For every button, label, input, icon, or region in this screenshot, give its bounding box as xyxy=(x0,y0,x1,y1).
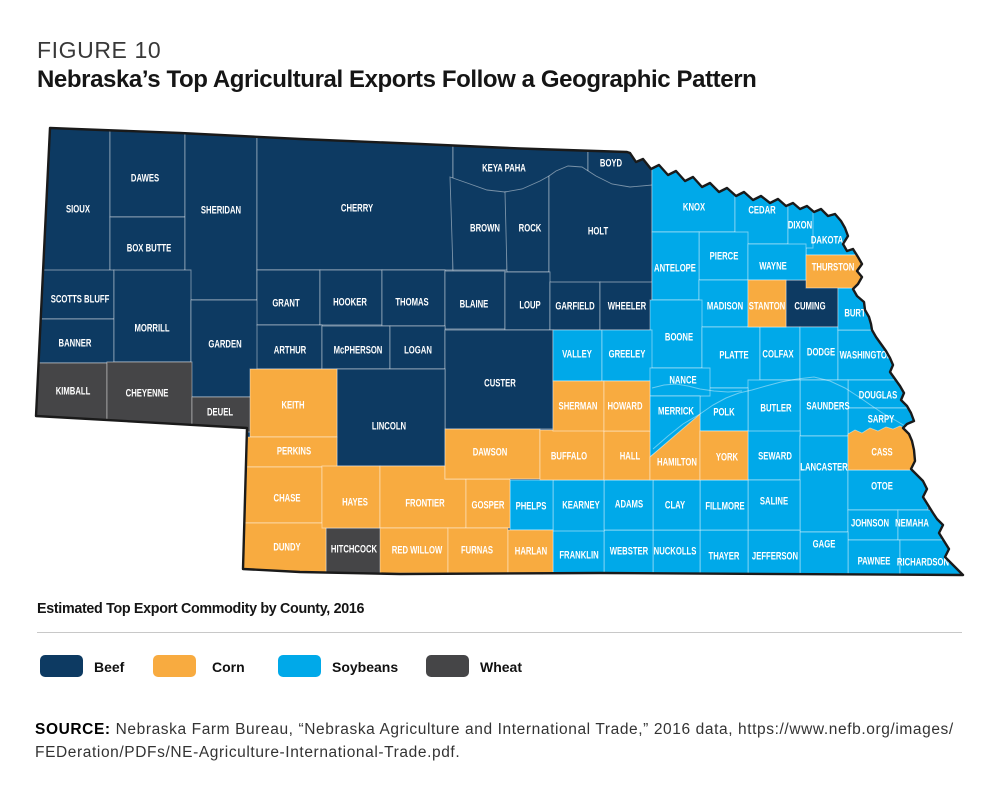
svg-text:McPHERSON: McPHERSON xyxy=(334,344,383,357)
svg-text:WEBSTER: WEBSTER xyxy=(610,545,649,558)
svg-text:CEDAR: CEDAR xyxy=(748,204,775,217)
svg-text:LANCASTER: LANCASTER xyxy=(800,461,848,474)
svg-text:BOYD: BOYD xyxy=(600,157,622,170)
svg-text:DODGE: DODGE xyxy=(807,346,835,359)
svg-text:PLATTE: PLATTE xyxy=(719,349,748,362)
svg-text:GRANT: GRANT xyxy=(272,297,300,310)
svg-text:HAYES: HAYES xyxy=(342,496,368,509)
svg-text:KIMBALL: KIMBALL xyxy=(56,385,91,398)
svg-text:FRONTIER: FRONTIER xyxy=(405,497,444,510)
svg-text:JEFFERSON: JEFFERSON xyxy=(752,550,798,563)
svg-text:LOGAN: LOGAN xyxy=(404,344,432,357)
svg-text:LINCOLN: LINCOLN xyxy=(372,420,406,433)
svg-text:GARFIELD: GARFIELD xyxy=(555,300,594,313)
svg-text:KEITH: KEITH xyxy=(281,399,304,412)
svg-text:CUSTER: CUSTER xyxy=(484,377,516,390)
svg-text:CUMING: CUMING xyxy=(794,300,825,313)
svg-text:DAKOTA: DAKOTA xyxy=(811,234,843,247)
svg-text:BOX BUTTE: BOX BUTTE xyxy=(127,242,171,255)
svg-text:JOHNSON: JOHNSON xyxy=(851,517,889,530)
svg-text:FURNAS: FURNAS xyxy=(461,544,493,557)
svg-text:GREELEY: GREELEY xyxy=(609,348,646,361)
svg-text:BLAINE: BLAINE xyxy=(460,298,489,311)
svg-text:WAYNE: WAYNE xyxy=(759,260,787,273)
svg-text:BUFFALO: BUFFALO xyxy=(551,450,587,463)
svg-text:FILLMORE: FILLMORE xyxy=(705,500,744,513)
svg-text:SEWARD: SEWARD xyxy=(758,450,792,463)
svg-text:BANNER: BANNER xyxy=(59,337,92,350)
svg-text:KNOX: KNOX xyxy=(683,201,706,214)
svg-text:DEUEL: DEUEL xyxy=(207,406,233,419)
svg-text:PAWNEE: PAWNEE xyxy=(858,555,891,568)
svg-text:SAUNDERS: SAUNDERS xyxy=(806,400,849,413)
svg-text:GOSPER: GOSPER xyxy=(472,499,505,512)
svg-text:LOUP: LOUP xyxy=(519,299,540,312)
svg-text:HAMILTON: HAMILTON xyxy=(657,456,697,469)
svg-text:BUTLER: BUTLER xyxy=(760,402,791,415)
svg-text:BOONE: BOONE xyxy=(665,331,693,344)
svg-text:FRANKLIN: FRANKLIN xyxy=(559,549,598,562)
svg-text:THOMAS: THOMAS xyxy=(395,296,428,309)
svg-text:BROWN: BROWN xyxy=(470,222,500,235)
svg-text:KEYA PAHA: KEYA PAHA xyxy=(482,162,526,175)
svg-text:ARTHUR: ARTHUR xyxy=(274,344,307,357)
svg-text:NUCKOLLS: NUCKOLLS xyxy=(654,545,697,558)
svg-text:SIOUX: SIOUX xyxy=(66,203,90,216)
svg-text:SHERMAN: SHERMAN xyxy=(559,400,598,413)
svg-text:MORRILL: MORRILL xyxy=(134,322,169,335)
svg-text:VALLEY: VALLEY xyxy=(562,348,592,361)
svg-text:PERKINS: PERKINS xyxy=(277,445,311,458)
svg-text:WHEELER: WHEELER xyxy=(608,300,647,313)
svg-text:HOLT: HOLT xyxy=(588,225,609,238)
svg-text:CHEYENNE: CHEYENNE xyxy=(126,387,169,400)
svg-text:CLAY: CLAY xyxy=(665,499,686,512)
svg-text:RICHARDSON: RICHARDSON xyxy=(897,556,949,569)
svg-text:DAWSON: DAWSON xyxy=(473,446,508,459)
svg-text:DIXON: DIXON xyxy=(788,219,812,232)
svg-text:OTOE: OTOE xyxy=(871,480,893,493)
svg-text:PHELPS: PHELPS xyxy=(516,500,547,513)
svg-text:MADISON: MADISON xyxy=(707,300,743,313)
svg-text:POLK: POLK xyxy=(713,406,734,419)
svg-text:DAWES: DAWES xyxy=(131,172,159,185)
svg-text:SCOTTS BLUFF: SCOTTS BLUFF xyxy=(51,293,110,306)
svg-text:YORK: YORK xyxy=(716,451,738,464)
svg-text:DUNDY: DUNDY xyxy=(273,541,301,554)
svg-text:HARLAN: HARLAN xyxy=(515,545,548,558)
svg-text:WASHINGTON: WASHINGTON xyxy=(840,349,893,362)
svg-text:GARDEN: GARDEN xyxy=(208,338,241,351)
svg-text:CHASE: CHASE xyxy=(274,492,301,505)
svg-text:NEMAHA: NEMAHA xyxy=(895,517,929,530)
svg-text:ADAMS: ADAMS xyxy=(615,498,643,511)
svg-text:SALINE: SALINE xyxy=(760,495,788,508)
svg-text:RED WILLOW: RED WILLOW xyxy=(392,544,442,557)
svg-text:GAGE: GAGE xyxy=(813,538,836,551)
svg-text:COLFAX: COLFAX xyxy=(762,348,794,361)
svg-text:THAYER: THAYER xyxy=(709,550,740,563)
svg-text:DOUGLAS: DOUGLAS xyxy=(859,389,897,402)
svg-text:CASS: CASS xyxy=(871,446,892,459)
svg-text:BURT: BURT xyxy=(844,307,866,320)
svg-text:PIERCE: PIERCE xyxy=(710,250,739,263)
svg-text:ROCK: ROCK xyxy=(519,222,542,235)
svg-text:SHERIDAN: SHERIDAN xyxy=(201,204,241,217)
svg-text:HALL: HALL xyxy=(620,450,641,463)
svg-text:HOOKER: HOOKER xyxy=(333,296,367,309)
svg-text:HITCHCOCK: HITCHCOCK xyxy=(331,543,377,556)
svg-text:HOWARD: HOWARD xyxy=(607,400,642,413)
svg-text:NANCE: NANCE xyxy=(669,374,696,387)
svg-text:CHERRY: CHERRY xyxy=(341,202,374,215)
svg-text:STANTON: STANTON xyxy=(749,300,786,313)
svg-text:MERRICK: MERRICK xyxy=(658,405,694,418)
svg-text:ANTELOPE: ANTELOPE xyxy=(654,262,696,275)
svg-text:KEARNEY: KEARNEY xyxy=(562,499,600,512)
svg-text:SARPY: SARPY xyxy=(868,413,895,426)
svg-text:THURSTON: THURSTON xyxy=(812,261,855,274)
